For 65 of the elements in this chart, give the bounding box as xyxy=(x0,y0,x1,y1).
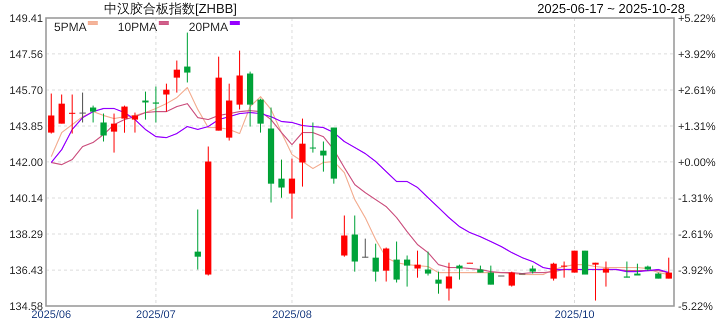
candlestick xyxy=(320,141,327,172)
candlestick xyxy=(456,264,463,280)
candlestick xyxy=(58,94,65,124)
y2-tick-label: -5.22% xyxy=(678,301,714,313)
candlestick xyxy=(299,118,306,188)
y2-tick-label: -1.31% xyxy=(678,193,714,206)
candlestick xyxy=(184,32,190,83)
candlestick xyxy=(121,105,128,134)
candlestick xyxy=(163,83,170,112)
candlestick xyxy=(174,60,180,94)
candlestick xyxy=(488,265,494,286)
candlestick xyxy=(142,91,149,120)
candlestick xyxy=(310,122,316,154)
candlestick xyxy=(571,250,578,274)
y-tick-label: 147.56 xyxy=(9,48,43,61)
candlestick xyxy=(592,262,599,302)
candlestick xyxy=(341,215,348,258)
candlestick xyxy=(362,238,368,258)
y2-tick-label: +3.92% xyxy=(678,48,716,61)
candlestick xyxy=(288,158,296,220)
y2-tick-label: +0.00% xyxy=(678,157,716,169)
candlestick xyxy=(69,94,76,134)
candlestick xyxy=(278,159,285,198)
legend-label: 5PMA xyxy=(54,20,87,34)
candlestick xyxy=(383,247,390,282)
chart-subtitle: 2025-06-17 ~ 2025-10-28 xyxy=(537,1,685,16)
y-tick-label: 140.14 xyxy=(9,193,43,206)
candlestick xyxy=(372,243,379,282)
y-tick-label: 145.70 xyxy=(9,85,43,98)
y2-tick-label: -2.61% xyxy=(678,229,714,241)
candlestick xyxy=(79,92,86,123)
y-tick-label: 136.43 xyxy=(9,265,43,278)
y-tick-label: 149.41 xyxy=(9,13,43,25)
candlestick xyxy=(404,255,410,288)
legend-label: 20PMA xyxy=(188,20,228,34)
candlestick xyxy=(393,241,400,283)
candlestick xyxy=(90,105,96,123)
x-tick-label: 2025/10 xyxy=(554,309,594,320)
candlestick xyxy=(100,113,107,142)
y-tick-label: 138.29 xyxy=(9,228,43,241)
candlestick xyxy=(666,257,672,280)
y-tick-label: 143.85 xyxy=(9,120,43,133)
y2-tick-label: -3.92% xyxy=(678,265,714,278)
candlestick xyxy=(132,112,138,134)
candlestick xyxy=(110,113,118,154)
y-tick-label: 142.00 xyxy=(9,156,43,169)
x-tick-label: 2025/07 xyxy=(136,309,176,320)
candlestick xyxy=(48,93,54,134)
x-tick-label: 2025/08 xyxy=(272,309,312,320)
y2-tick-label: +2.61% xyxy=(678,85,716,97)
y2-tick-label: +5.22% xyxy=(678,13,716,25)
chart-title: 中汉胶合板指数[ZHBB] xyxy=(104,1,237,16)
candlestick xyxy=(550,262,557,282)
legend-label: 10PMA xyxy=(118,20,158,34)
y2-tick-label: +1.31% xyxy=(678,120,716,133)
candlestick xyxy=(560,261,568,278)
candlestick xyxy=(435,271,442,294)
x-tick-label: 2025/06 xyxy=(31,309,72,320)
candlestick xyxy=(602,261,610,288)
candlestick xyxy=(508,271,515,288)
candlestick xyxy=(424,251,432,276)
candlestick xyxy=(414,250,421,278)
candlestick xyxy=(582,250,588,276)
candlestick xyxy=(194,208,201,270)
candlestick xyxy=(446,262,452,302)
